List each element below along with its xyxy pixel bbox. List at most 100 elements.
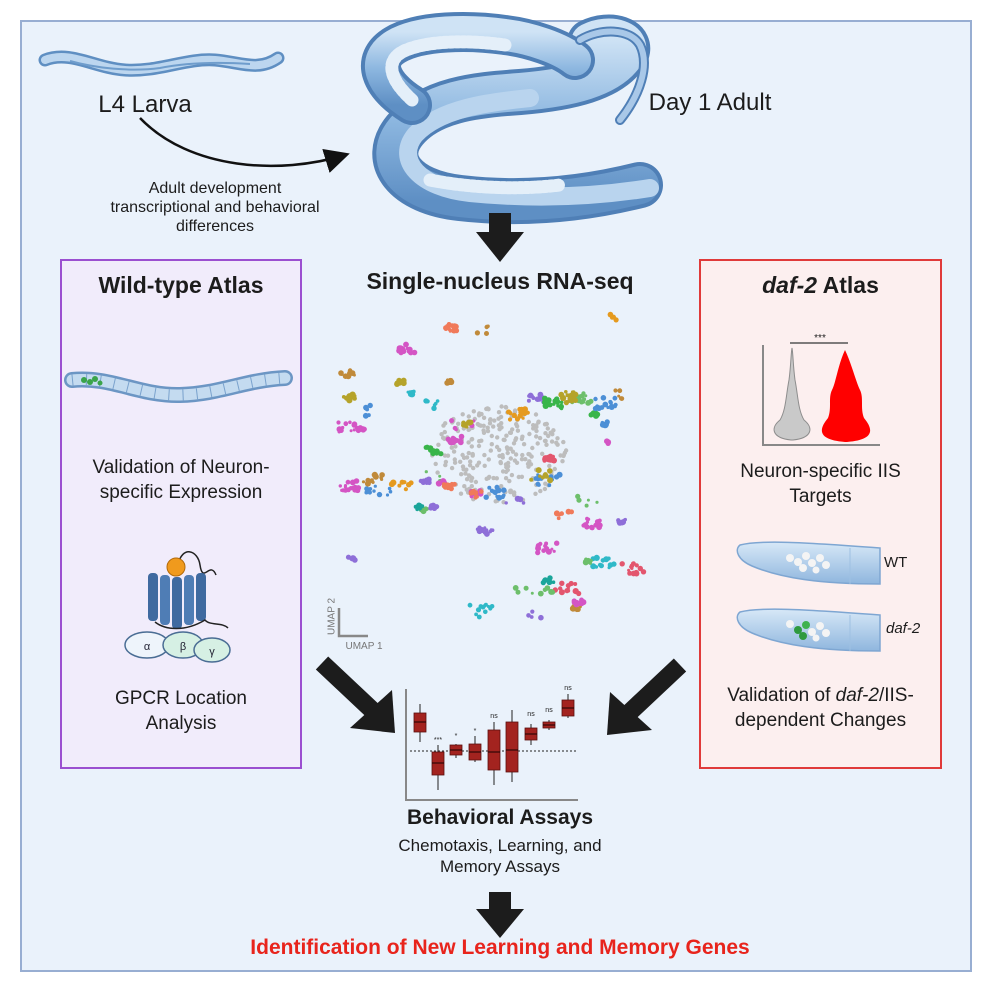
daf2-validation-text: Validation of daf-2/IIS- dependent Chang… — [727, 685, 914, 731]
umap-core-point — [549, 439, 555, 444]
umap-core-point — [495, 435, 500, 440]
umap-core-point — [453, 444, 458, 449]
umap-cluster-point — [388, 489, 393, 494]
umap-cluster-point — [593, 522, 599, 528]
gpcr-receptor-icon: α β γ — [124, 551, 231, 663]
umap-cluster-point — [336, 420, 341, 425]
l4-larva-worm-icon — [38, 50, 285, 77]
umap-core-point — [548, 430, 553, 435]
umap-core-point — [473, 479, 479, 485]
umap-cluster-point — [347, 368, 353, 373]
umap-cluster-point — [483, 609, 488, 615]
umap-core-point — [510, 449, 516, 454]
umap-cluster-point — [402, 480, 407, 485]
umap-cluster-point — [540, 580, 546, 586]
umap-core-point — [451, 449, 457, 454]
umap-core-point — [458, 491, 464, 496]
development-arrow — [139, 117, 350, 173]
umap-cluster-point — [584, 503, 589, 508]
umap-cluster-point — [364, 486, 370, 492]
umap-cluster-point — [470, 488, 477, 495]
umap-cluster-point — [352, 396, 357, 401]
umap-core-point — [543, 431, 548, 436]
daf2-title: daf-2 Atlas — [762, 272, 879, 298]
umap-cluster-point — [352, 373, 356, 377]
umap-cluster-point — [345, 373, 352, 380]
daf2-atlas-panel — [699, 259, 942, 769]
umap-cluster-point — [619, 396, 625, 401]
beta-subunit-label: β — [180, 641, 186, 653]
umap-cluster-point — [569, 509, 574, 515]
umap-cluster-point — [486, 324, 490, 328]
umap-cluster-point — [573, 582, 578, 586]
umap-cluster-point — [489, 604, 495, 609]
umap-core-point — [436, 442, 441, 447]
umap-core-point — [459, 472, 464, 477]
umap-core-point — [500, 452, 505, 458]
umap-cluster-point — [526, 613, 531, 618]
umap-cluster-point — [535, 467, 542, 474]
umap-cluster-point — [551, 457, 557, 464]
umap-cluster-point — [452, 425, 458, 431]
umap-core-point — [492, 418, 497, 423]
umap-cluster-point — [565, 393, 570, 398]
umap-core-point — [487, 421, 493, 426]
umap-cluster-point — [518, 409, 524, 415]
umap-cluster-point — [480, 604, 486, 610]
umap-cluster-point — [400, 348, 407, 355]
umap-core-point — [499, 404, 504, 409]
umap-cluster-point — [380, 477, 384, 481]
umap-cluster-point — [533, 476, 539, 481]
umap-core-point — [535, 441, 540, 446]
umap-core-point — [460, 412, 465, 417]
l4-larva-label: L4 Larva — [98, 91, 192, 118]
umap-core-point — [520, 452, 525, 458]
umap-cluster-point — [351, 421, 358, 428]
umap-core-point — [534, 434, 539, 439]
umap-cluster-point — [593, 396, 598, 402]
umap-cluster-point — [530, 591, 534, 595]
umap-cluster-point — [435, 399, 440, 403]
umap-cluster-point — [371, 471, 378, 478]
umap-core-point — [527, 431, 532, 437]
umap-core-point — [538, 488, 543, 494]
umap-cluster-point — [479, 489, 484, 494]
umap-cluster-point — [365, 407, 370, 412]
umap-core-point — [560, 459, 565, 464]
umap-cluster-point — [385, 493, 390, 497]
umap-core-point — [496, 410, 502, 415]
umap-cluster-point — [434, 451, 439, 456]
umap-core-point — [563, 448, 569, 453]
umap-core-point — [461, 467, 466, 472]
day1-adult-label: Day 1 Adult — [648, 89, 772, 116]
umap-cluster-point — [350, 555, 357, 562]
umap-core-point — [512, 458, 518, 463]
umap-cluster-point — [426, 480, 432, 486]
umap-core-point — [508, 446, 513, 451]
umap-cluster-point — [597, 522, 603, 528]
umap-cluster-point — [578, 394, 583, 399]
umap-core-point — [468, 459, 473, 464]
umap-core-point — [514, 422, 519, 427]
umap-core-point — [508, 488, 513, 493]
umap-core-point — [515, 428, 521, 433]
umap-core-point — [476, 443, 482, 449]
umap-core-point — [533, 412, 539, 417]
umap-core-point — [469, 475, 475, 481]
umap-cluster-point — [556, 516, 561, 521]
umap-core-point — [507, 430, 513, 435]
umap-core-point — [526, 464, 531, 469]
umap-core-point — [533, 491, 538, 496]
umap-axes-icon — [337, 608, 368, 638]
umap-cluster-point — [463, 424, 468, 428]
umap-core-point — [469, 484, 474, 489]
umap-core-point — [510, 427, 515, 432]
umap-cluster-point — [619, 561, 625, 567]
umap-cluster-point — [627, 568, 631, 572]
umap-cluster-point — [609, 315, 615, 320]
box-body — [505, 721, 519, 773]
day1-adult-worm-icon — [361, 12, 663, 225]
umap-cluster-point — [453, 437, 459, 444]
umap-cluster-point — [512, 585, 519, 591]
